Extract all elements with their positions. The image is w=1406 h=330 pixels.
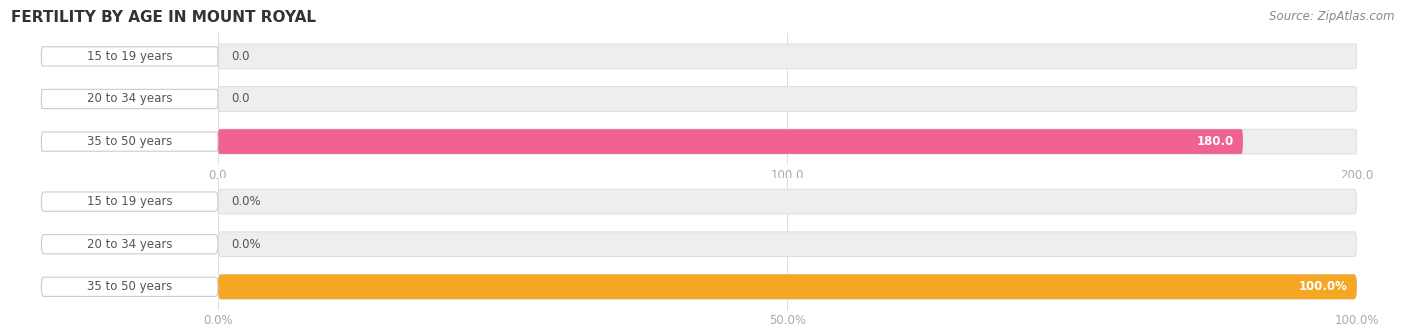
Text: 15 to 19 years: 15 to 19 years xyxy=(87,50,173,63)
Text: 0.0: 0.0 xyxy=(232,50,250,63)
Text: 20 to 34 years: 20 to 34 years xyxy=(87,92,173,106)
FancyBboxPatch shape xyxy=(218,275,1357,299)
FancyBboxPatch shape xyxy=(218,44,1357,69)
Text: 15 to 19 years: 15 to 19 years xyxy=(87,195,173,208)
Text: FERTILITY BY AGE IN MOUNT ROYAL: FERTILITY BY AGE IN MOUNT ROYAL xyxy=(11,10,316,25)
FancyBboxPatch shape xyxy=(41,192,218,211)
FancyBboxPatch shape xyxy=(41,89,218,109)
FancyBboxPatch shape xyxy=(218,189,1357,214)
FancyBboxPatch shape xyxy=(218,129,1243,154)
Text: 35 to 50 years: 35 to 50 years xyxy=(87,135,173,148)
Text: 0.0%: 0.0% xyxy=(232,238,262,251)
Text: 0.0%: 0.0% xyxy=(232,195,262,208)
Text: 35 to 50 years: 35 to 50 years xyxy=(87,280,173,293)
FancyBboxPatch shape xyxy=(218,87,1357,111)
Text: 100.0%: 100.0% xyxy=(1299,280,1348,293)
Text: 0.0: 0.0 xyxy=(232,92,250,106)
FancyBboxPatch shape xyxy=(41,47,218,66)
Text: Source: ZipAtlas.com: Source: ZipAtlas.com xyxy=(1270,10,1395,23)
FancyBboxPatch shape xyxy=(41,235,218,254)
FancyBboxPatch shape xyxy=(218,232,1357,256)
FancyBboxPatch shape xyxy=(41,277,218,296)
FancyBboxPatch shape xyxy=(41,132,218,151)
Text: 20 to 34 years: 20 to 34 years xyxy=(87,238,173,251)
FancyBboxPatch shape xyxy=(218,129,1357,154)
FancyBboxPatch shape xyxy=(218,275,1357,299)
Text: 180.0: 180.0 xyxy=(1197,135,1234,148)
